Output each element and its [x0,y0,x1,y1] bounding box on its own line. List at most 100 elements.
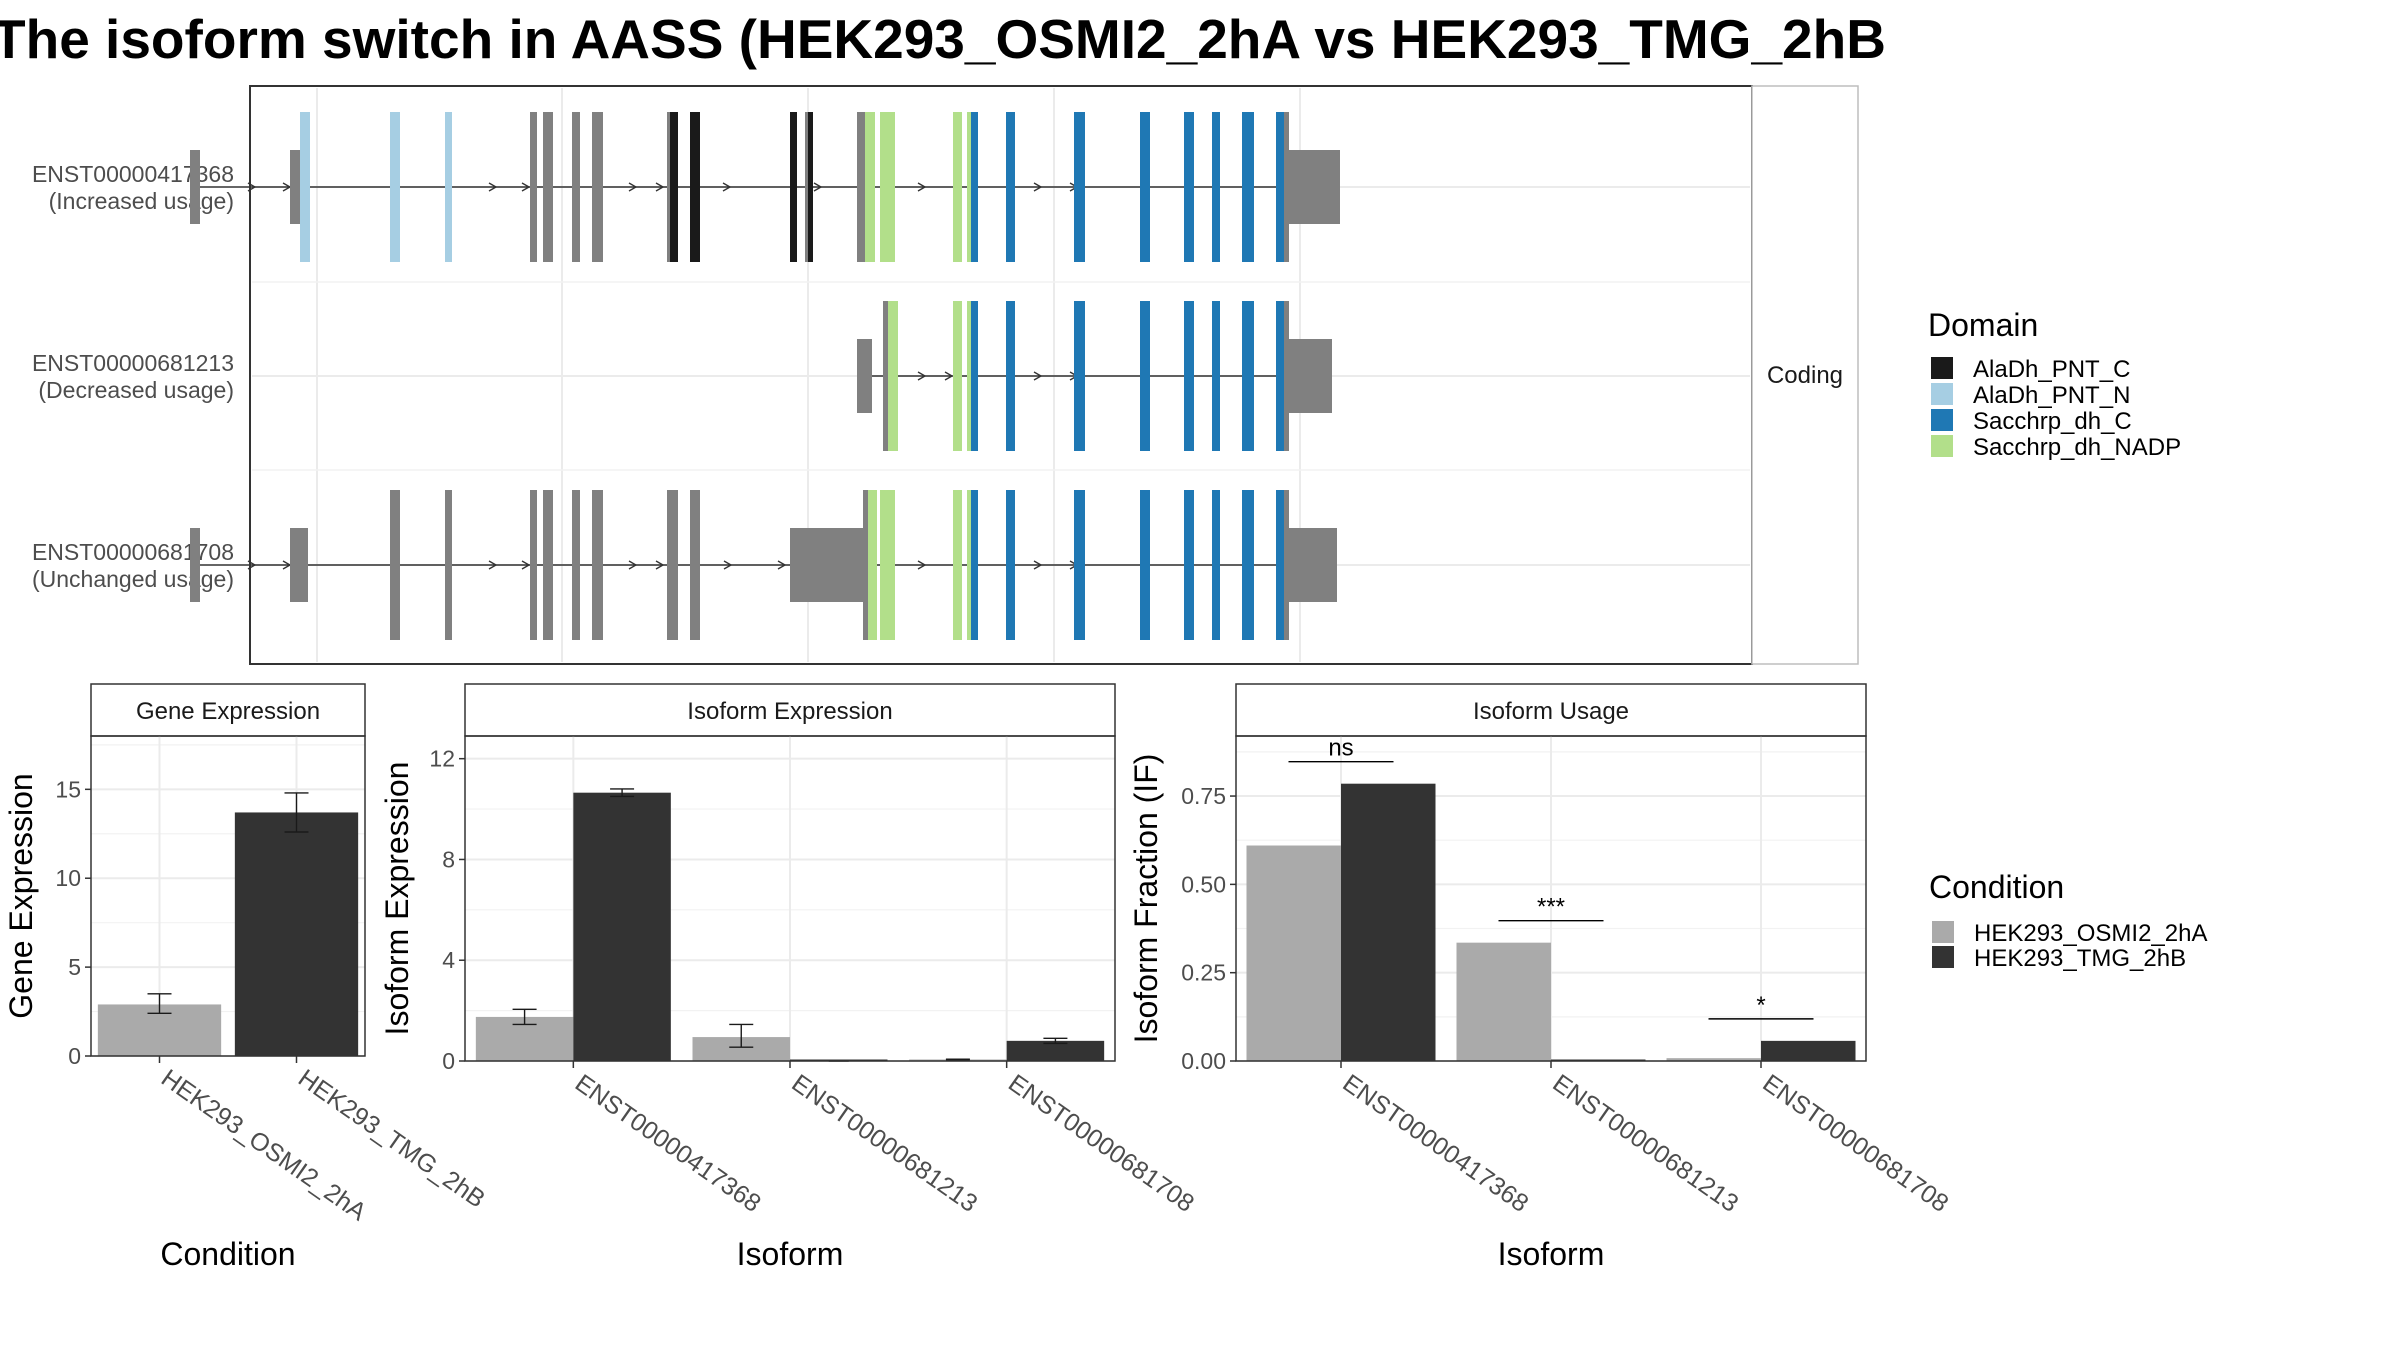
exon-block [1289,339,1332,413]
x-axis-title: Isoform [737,1236,844,1272]
y-tick-label: 10 [55,865,81,891]
strand-arrow [655,560,665,570]
strand-arrow [247,182,257,192]
exon-block [667,490,678,640]
domain-block-Sacchrp_dh_C [971,490,978,640]
strand-arrow [521,560,531,570]
y-tick-label: 12 [429,746,455,772]
condition-legend-item: HEK293_TMG_2hB [1932,945,2186,972]
domain-block-Sacchrp_dh_C [971,301,978,451]
exon-block [530,112,537,262]
bar [1246,845,1341,1061]
strand-arrow [488,182,498,192]
strand-arrow [628,182,638,192]
plot-border [1235,735,1867,1062]
domain-block-AlaDh_PNT_C [808,112,813,262]
strand-arrow [521,182,531,192]
panel-strip [464,683,1116,737]
domain-block-Sacchrp_dh_NADP [865,112,875,262]
domain-block-Sacchrp_dh_NADP [880,112,895,262]
domain-block-Sacchrp_dh_C [1184,112,1194,262]
domain-block-AlaDh_PNT_N [445,112,452,262]
strand-arrow [628,560,638,570]
bar [1456,942,1551,1061]
exon-block [863,490,868,640]
domain-block-Sacchrp_dh_C [1242,301,1254,451]
transcript-id-label: ENST00000681708 [32,539,234,565]
domain-block-Sacchrp_dh_C [1006,112,1015,262]
legend-swatch [1931,383,1953,405]
domain-block-Sacchrp_dh_C [1140,301,1150,451]
exon-block [572,112,580,262]
domain-block-Sacchrp_dh_C [1276,112,1284,262]
bar [1341,783,1436,1061]
strand-arrow [722,182,732,192]
strand-arrow [488,560,498,570]
bar [573,792,671,1061]
exon-block [1289,528,1337,602]
exon-block [857,112,865,262]
strand-arrow [917,371,927,381]
bar [1666,1058,1761,1061]
panel-title: Gene Expression [136,698,320,725]
domain-block-Sacchrp_dh_NADP [967,490,971,640]
exon-block [572,490,580,640]
domain-block-AlaDh_PNT_C [690,112,700,262]
exon-block [543,112,553,262]
transcript-id-label: ENST00000417368 [32,161,234,187]
domain-block-Sacchrp_dh_C [1242,112,1254,262]
strand-arrow [777,560,787,570]
transcript-track-ENST00000417368: ENST00000417368(Increased usage) [32,112,1340,262]
panel-title: Isoform Expression [687,698,892,725]
exon-block [1284,112,1289,262]
exon-block [190,150,200,224]
legend-swatch [1932,946,1954,968]
domain-block-Sacchrp_dh_C [1074,490,1085,640]
strand-arrow [917,560,927,570]
y-tick-label: 5 [68,954,81,980]
bar [692,1037,790,1061]
domain-block-Sacchrp_dh_C [1074,301,1085,451]
exon-block [790,528,863,602]
exon-block [667,112,670,262]
domain-block-Sacchrp_dh_C [1276,301,1284,451]
transcript-usage-label: (Increased usage) [49,188,234,214]
domain-block-Sacchrp_dh_C [1212,490,1220,640]
domain-block-Sacchrp_dh_C [1212,112,1220,262]
legend-label: Sacchrp_dh_NADP [1973,434,2181,461]
exon-block [543,490,553,640]
exon-block [445,490,452,640]
y-tick-label: 0 [68,1043,81,1069]
x-tick-label: ENST00000681213 [787,1069,983,1218]
strand-arrow [1033,371,1043,381]
legend-label: HEK293_OSMI2_2hA [1974,920,2207,947]
domain-block-Sacchrp_dh_NADP [967,301,971,451]
exon-block [190,528,200,602]
domain-block-Sacchrp_dh_NADP [953,112,962,262]
exon-block [690,490,700,640]
exon-block [290,528,308,602]
y-axis-title: Isoform Expression [379,762,415,1036]
domain-block-AlaDh_PNT_C [670,112,678,262]
transcript-tracks: ENST00000417368(Increased usage)ENST0000… [32,112,1340,640]
domain-block-Sacchrp_dh_NADP [868,490,877,640]
exon-block [805,112,808,262]
y-axis-title: Gene Expression [3,773,39,1018]
x-axis-title: Condition [160,1236,295,1272]
significance-label: * [1756,992,1765,1019]
domain-block-Sacchrp_dh_C [1006,301,1015,451]
y-tick-label: 4 [442,947,455,973]
exon-block [592,490,603,640]
domain-block-Sacchrp_dh_C [1140,112,1150,262]
domain-block-Sacchrp_dh_NADP [888,301,898,451]
condition-legend-title: Condition [1929,869,2064,905]
exon-block [1289,150,1340,224]
figure-title: The isoform switch in AASS (HEK293_OSMI2… [0,8,1886,70]
x-tick-label: ENST00000417368 [570,1069,766,1218]
domain-block-Sacchrp_dh_C [1184,490,1194,640]
gene-expression-panel: Gene Expression051015HEK293_OSMI2_2hAHEK… [3,683,490,1272]
strand-arrow [917,182,927,192]
exon-block [290,150,300,224]
